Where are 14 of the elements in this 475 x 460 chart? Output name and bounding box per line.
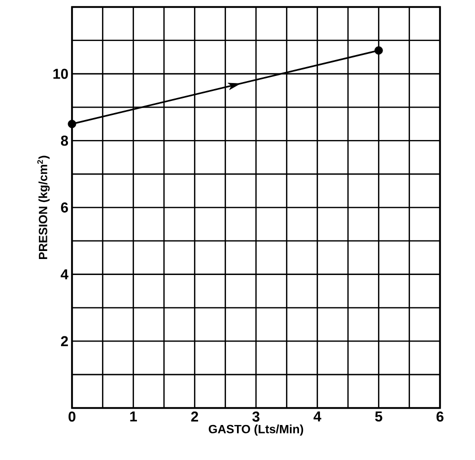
y-tick-label: 6 (61, 202, 68, 213)
y-tick-label: 4 (60, 269, 68, 280)
x-tick-label: 1 (130, 412, 137, 422)
x-tick-label: 2 (191, 412, 198, 422)
x-tick-label: 3 (252, 412, 260, 422)
x-tick-label: 4 (314, 412, 322, 422)
y-tick-label: 2 (61, 336, 68, 346)
x-axis-title: GASTO (Lts/Min) (208, 424, 304, 436)
y-axis-title: PRESION (kg/cm$^{2}$) (37, 156, 50, 259)
x-tick-label: 0 (68, 412, 76, 422)
y-tick-label: 8 (60, 136, 68, 146)
x-tick-label: 5 (375, 412, 382, 422)
y-tick-label: 10 (53, 68, 68, 79)
x-tick-label: 6 (436, 412, 444, 422)
